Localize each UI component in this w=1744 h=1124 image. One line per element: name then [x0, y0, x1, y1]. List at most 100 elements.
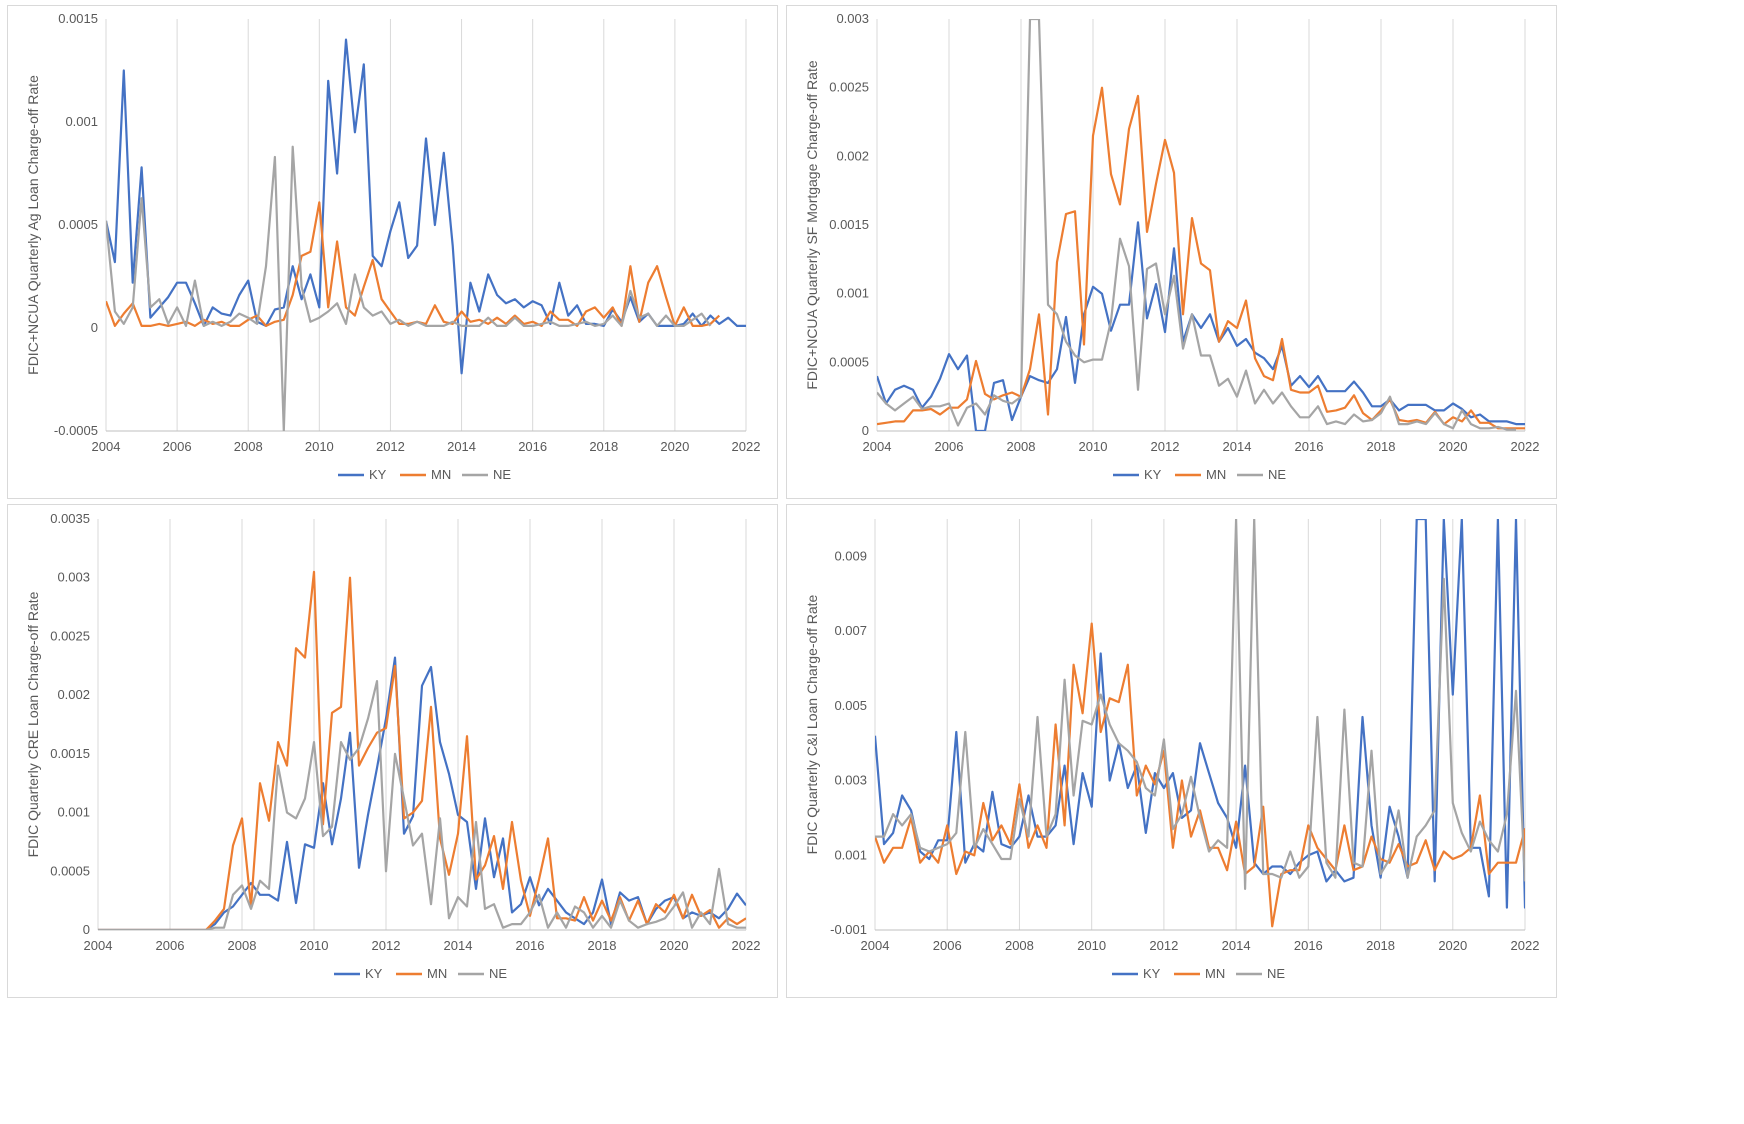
x-tick-label: 2004: [92, 439, 121, 454]
y-tick-label: 0.0025: [829, 80, 869, 95]
x-tick-label: 2018: [589, 439, 618, 454]
y-tick-label: 0.0005: [829, 354, 869, 369]
series-line-ne: [98, 680, 746, 930]
y-tick-label: 0.0015: [829, 217, 869, 232]
legend-label-ne: NE: [489, 966, 507, 981]
y-axis-label: FDIC Quarterly CRE Loan Charge-off Rate: [25, 591, 41, 857]
x-tick-label: 2020: [1439, 439, 1468, 454]
y-tick-label: 0.005: [834, 698, 867, 713]
x-tick-label: 2018: [1366, 938, 1395, 953]
x-tick-label: 2008: [234, 439, 263, 454]
x-tick-label: 2014: [447, 439, 476, 454]
chart-panel-sf-mortgage: 2004 2006 2008 2010 2012 2014 2016 2018 2020 2022…: [786, 5, 1557, 499]
x-tick-label: 2004: [863, 439, 892, 454]
y-tick-label: 0: [83, 922, 90, 937]
legend-label-mn: MN: [431, 467, 451, 482]
y-tick-label: -0.001: [830, 922, 867, 937]
y-tick-label: 0: [91, 320, 98, 335]
x-tick-label: 2022: [1511, 938, 1540, 953]
series-line-ne: [875, 519, 1525, 890]
legend-label-mn: MN: [1205, 966, 1225, 981]
y-tick-label: 0.009: [834, 548, 867, 563]
chart-panel-ag: 2004 2006 2008 2010 2012 2014 2016 2018 2020 2022…: [7, 5, 778, 499]
x-tick-label: 2008: [1007, 439, 1036, 454]
x-tick-label: 2016: [516, 938, 545, 953]
y-tick-label: 0.007: [834, 623, 867, 638]
legend-label-ne: NE: [493, 467, 511, 482]
ci-chargeoff-chart: 2004 2006 2008 2010 2012 2014 2016 2018 2020 2022…: [804, 519, 1540, 981]
y-tick-label: 0.001: [57, 805, 90, 820]
series-line-ky: [98, 656, 746, 930]
x-tick-label: 2008: [1005, 938, 1034, 953]
cre-chargeoff-chart: 2004 2006 2008 2010 2012 2014 2016 2018 2020 2022…: [25, 511, 761, 981]
x-tick-label: 2010: [305, 439, 334, 454]
chart-panel-cre: 2004 2006 2008 2010 2012 2014 2016 2018 2020 2022…: [7, 504, 778, 998]
x-tick-label: 2014: [1222, 938, 1251, 953]
x-tick-label: 2010: [1079, 439, 1108, 454]
y-tick-label: -0.0005: [54, 423, 98, 438]
series-line-ne: [877, 19, 1516, 431]
x-tick-label: 2022: [1511, 439, 1540, 454]
x-tick-label: 2010: [300, 938, 329, 953]
x-tick-label: 2012: [376, 439, 405, 454]
y-tick-label: 0.0005: [58, 217, 98, 232]
x-tick-label: 2010: [1077, 938, 1106, 953]
legend-label-ky: KY: [369, 467, 387, 482]
series-line-mn: [875, 622, 1525, 928]
y-tick-label: 0.001: [834, 847, 867, 862]
x-tick-label: 2020: [660, 938, 689, 953]
legend-label-ky: KY: [1144, 467, 1162, 482]
y-tick-label: 0.002: [57, 687, 90, 702]
y-tick-label: 0.003: [834, 773, 867, 788]
x-tick-label: 2012: [372, 938, 401, 953]
y-tick-label: 0: [862, 423, 869, 438]
x-tick-label: 2006: [933, 938, 962, 953]
y-axis-label: FDIC Quarterly C&I Loan Charge-off Rate: [804, 594, 820, 854]
x-tick-label: 2012: [1151, 439, 1180, 454]
x-tick-label: 2016: [1294, 938, 1323, 953]
x-tick-label: 2020: [660, 439, 689, 454]
y-axis-label: FDIC+NCUA Quarterly Ag Loan Charge-off R…: [25, 75, 41, 375]
y-tick-label: 0.0035: [50, 511, 90, 526]
legend-label-mn: MN: [1206, 467, 1226, 482]
x-tick-label: 2014: [444, 938, 473, 953]
legend-label-mn: MN: [427, 966, 447, 981]
y-tick-label: 0.001: [65, 114, 98, 129]
series-line-ne: [106, 145, 712, 431]
x-tick-label: 2018: [1367, 439, 1396, 454]
y-axis-label: FDIC+NCUA Quarterly SF Mortgage Charge-o…: [804, 60, 820, 389]
y-tick-label: 0.0005: [50, 863, 90, 878]
legend-label-ne: NE: [1268, 467, 1286, 482]
x-tick-label: 2018: [588, 938, 617, 953]
x-tick-label: 2020: [1438, 938, 1467, 953]
x-tick-label: 2008: [228, 938, 257, 953]
x-tick-label: 2022: [732, 439, 761, 454]
y-tick-label: 0.003: [836, 11, 869, 26]
y-tick-label: 0.0025: [50, 628, 90, 643]
x-tick-label: 2006: [935, 439, 964, 454]
y-tick-label: 0.001: [836, 286, 869, 301]
series-line-mn: [98, 570, 746, 930]
x-tick-label: 2006: [156, 938, 185, 953]
x-tick-label: 2004: [84, 938, 113, 953]
legend-label-ky: KY: [1143, 966, 1161, 981]
sf-mortgage-chargeoff-chart: 2004 2006 2008 2010 2012 2014 2016 2018 2020 2022…: [804, 11, 1540, 482]
x-tick-label: 2006: [163, 439, 192, 454]
ag-chargeoff-chart: 2004 2006 2008 2010 2012 2014 2016 2018 2020 2022…: [25, 11, 761, 482]
x-tick-label: 2012: [1149, 938, 1178, 953]
x-tick-label: 2016: [1295, 439, 1324, 454]
y-tick-label: 0.003: [57, 570, 90, 585]
y-tick-label: 0.002: [836, 148, 869, 163]
series-line-ky: [875, 519, 1525, 909]
series-line-mn: [877, 86, 1525, 430]
x-tick-label: 2016: [518, 439, 547, 454]
chart-panel-ci: 2004 2006 2008 2010 2012 2014 2016 2018 2020 2022…: [786, 504, 1557, 998]
y-tick-label: 0.0015: [50, 746, 90, 761]
x-tick-label: 2022: [732, 938, 761, 953]
legend-label-ky: KY: [365, 966, 383, 981]
x-tick-label: 2004: [861, 938, 890, 953]
legend-label-ne: NE: [1267, 966, 1285, 981]
y-tick-label: 0.0015: [58, 11, 98, 26]
x-tick-label: 2014: [1223, 439, 1252, 454]
series-line-ky: [877, 221, 1525, 431]
